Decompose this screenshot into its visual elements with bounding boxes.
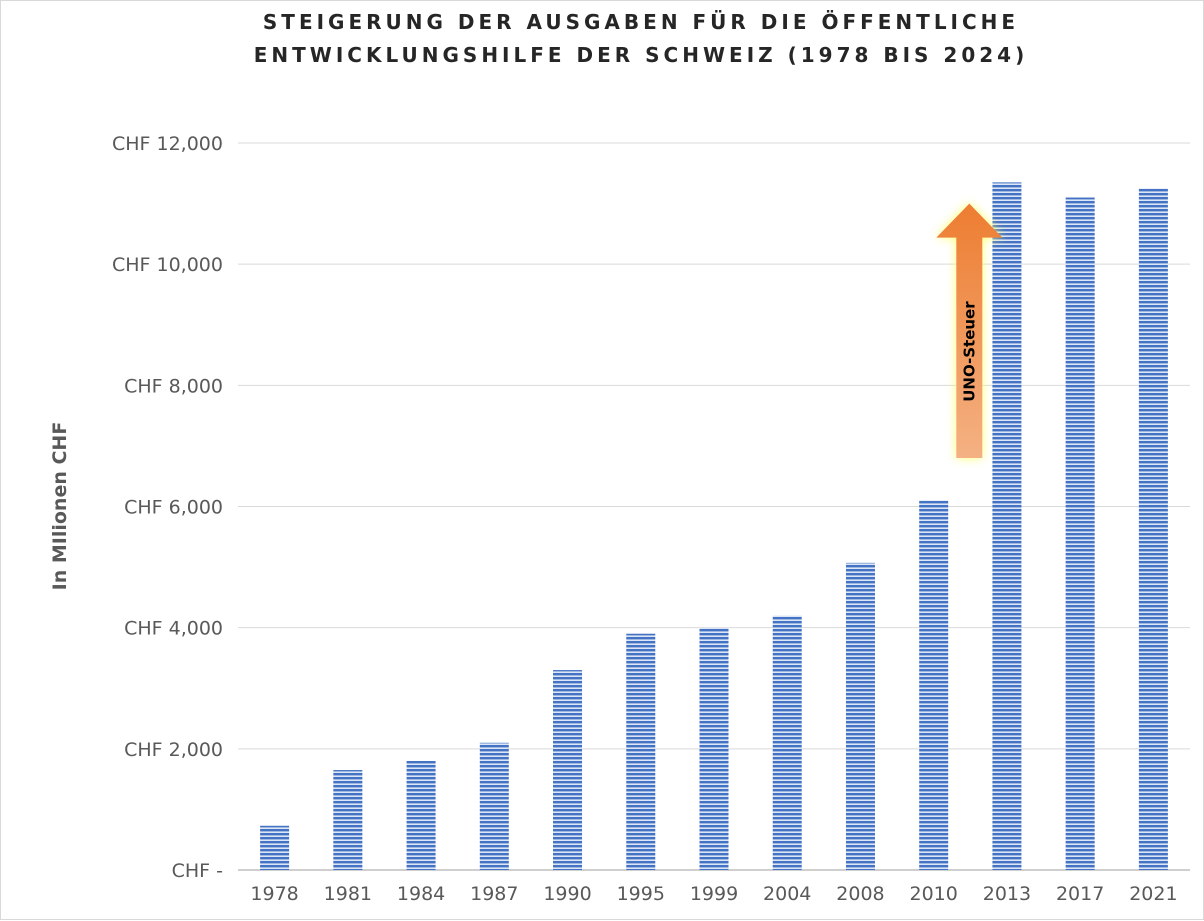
bar-1981 (333, 770, 363, 870)
bars (260, 182, 1168, 871)
uno-steuer-arrow: UNO-Steuer (936, 203, 1003, 459)
bar-2013 (992, 182, 1022, 871)
bar-2010 (919, 500, 949, 870)
x-tick-label: 1978 (250, 883, 298, 905)
y-tick-label: CHF 10,000 (112, 254, 223, 276)
chart-title-line-1: STEIGERUNG DER AUSGABEN FÜR DIE ÖFFENTLI… (263, 10, 1019, 34)
bar-1995 (626, 633, 656, 870)
y-tick-label: CHF 12,000 (112, 133, 223, 155)
bar-2021 (1138, 188, 1168, 870)
y-axis-ticks: CHF - CHF 2,000 CHF 4,000 CHF 6,000 CHF 8,00… (112, 133, 223, 882)
bar-1999 (699, 627, 729, 870)
y-tick-label: CHF 2,000 (124, 739, 223, 761)
gridlines (238, 142, 1190, 871)
x-tick-label: 1987 (470, 883, 518, 905)
bar-1987 (479, 742, 509, 870)
x-tick-label: 1981 (324, 883, 372, 905)
x-tick-label: 1999 (690, 883, 738, 905)
x-tick-label: 2017 (1056, 883, 1104, 905)
chart-title-line-2: ENTWICKLUNGSHILFE DER SCHWEIZ (1978 BIS … (254, 43, 1028, 67)
chart-title: STEIGERUNG DER AUSGABEN FÜR DIE ÖFFENTLI… (254, 10, 1028, 67)
x-tick-label: 2010 (910, 883, 958, 905)
bar-2004 (772, 615, 802, 870)
arrow-shape (936, 203, 1003, 459)
arrow-label: UNO-Steuer (960, 301, 978, 402)
y-tick-label: CHF - (172, 860, 223, 882)
x-tick-label: 1990 (543, 883, 591, 905)
bar-1990 (553, 670, 583, 870)
y-axis-label: In MIlionen CHF (49, 422, 71, 591)
bar-1978 (260, 825, 290, 870)
x-tick-label: 1995 (617, 883, 665, 905)
x-tick-label: 2021 (1129, 883, 1177, 905)
x-tick-label: 2004 (763, 883, 811, 905)
y-tick-label: CHF 4,000 (124, 618, 223, 640)
bar-2008 (845, 562, 875, 870)
x-tick-label: 2008 (836, 883, 884, 905)
bar-2017 (1065, 197, 1095, 870)
x-tick-label: 1984 (397, 883, 445, 905)
y-tick-label: CHF 8,000 (124, 375, 223, 397)
y-tick-label: CHF 6,000 (124, 497, 223, 519)
bar-1984 (406, 760, 436, 870)
x-axis-ticks: 1978 1981 1984 1987 1990 1995 1999 2004 2008 2010… (250, 883, 1177, 905)
x-tick-label: 2013 (983, 883, 1031, 905)
